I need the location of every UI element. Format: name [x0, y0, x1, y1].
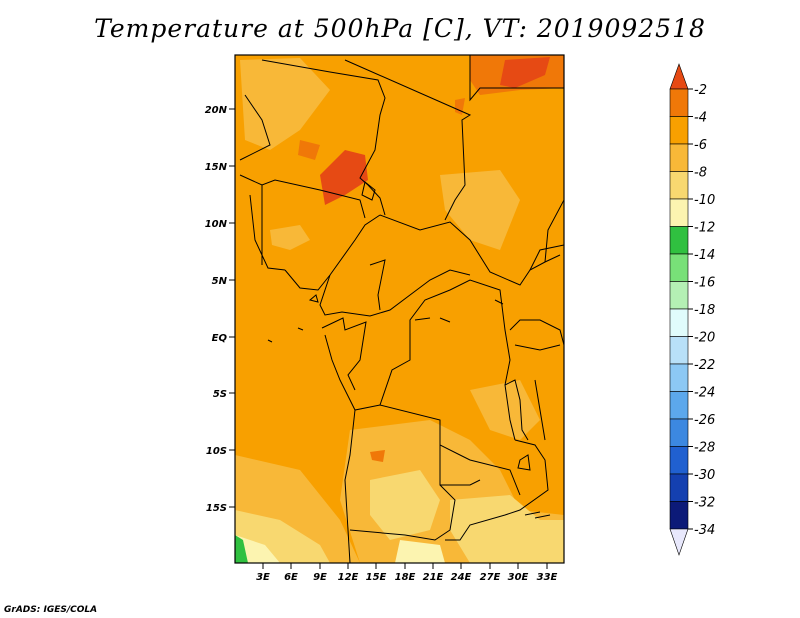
field-band: [395, 540, 445, 563]
field-band: [270, 225, 310, 250]
colorbar-label: -20: [694, 331, 715, 346]
colorbar-segment: [669, 363, 689, 392]
plot-frame: [234, 54, 565, 564]
colorbar-label: -12: [694, 221, 715, 236]
field-band: [500, 57, 550, 88]
lat-label: 20N: [205, 105, 228, 116]
border: [267, 294, 319, 343]
colorbar-label: -4: [694, 111, 707, 126]
field-band: [320, 150, 368, 205]
colorbar-label: -26: [694, 413, 715, 428]
colorbar-segment: [669, 281, 689, 310]
colorbar-segment: [669, 253, 689, 282]
lon-label: 27E: [480, 572, 501, 583]
colorbar-segment: [669, 473, 689, 502]
chart-title: Temperature at 500hPa [C], VT: 201909251…: [94, 14, 706, 43]
colorbar: [669, 63, 689, 556]
border: [349, 445, 481, 541]
field-band: [450, 495, 564, 563]
lat-label: 5N: [212, 276, 228, 287]
lat-label: EQ: [212, 333, 228, 344]
colorbar-segment: [669, 116, 689, 145]
colorbar-label: -18: [694, 303, 715, 318]
lat-label: 15S: [206, 503, 227, 514]
border: [504, 379, 546, 441]
lon-label: 3E: [256, 572, 270, 583]
colorbar-segment: [669, 143, 689, 172]
colorbar-label: -32: [694, 496, 715, 511]
temperature-field: [235, 55, 564, 563]
colorbar-labels: -2 -4 -6 -8 -10 -12 -14 -16 -18 -20 -22 …: [688, 83, 715, 538]
colorbar-segment: [669, 501, 689, 530]
colorbar-segment: [669, 171, 689, 200]
border: [249, 185, 286, 271]
colorbar-label: -6: [694, 138, 707, 153]
border: [344, 59, 472, 221]
border: [369, 259, 386, 311]
lon-label: 12E: [338, 572, 359, 583]
colorbar-segment: [669, 418, 689, 447]
colorbar-label: -30: [694, 468, 715, 483]
colorbar-segment: [669, 198, 689, 227]
field-band: [370, 470, 440, 540]
colorbar-segment: [669, 88, 689, 117]
colorbar-label: -24: [694, 386, 715, 401]
field-band: [235, 535, 248, 563]
border: [261, 59, 386, 216]
border: [239, 94, 271, 161]
lon-label: 21E: [423, 572, 444, 583]
colorbar-segment: [669, 391, 689, 420]
border: [509, 319, 564, 351]
field-band: [440, 170, 520, 250]
colorbar-label: -28: [694, 441, 715, 456]
colorbar-bottom-triangle: [669, 528, 689, 556]
lon-label: 30E: [508, 572, 529, 583]
field-band: [298, 140, 320, 160]
country-borders: [239, 55, 564, 563]
colorbar-segment: [669, 308, 689, 337]
colorbar-label: -34: [694, 523, 715, 538]
field-band: [455, 98, 465, 115]
lon-axis: 3E 6E 9E 12E 15E 18E 21E 24E 27E 30E 33E: [256, 563, 558, 583]
border: [344, 409, 356, 563]
colorbar-label: -14: [694, 248, 715, 263]
colorbar-segment: [669, 336, 689, 365]
border: [321, 317, 367, 391]
border: [445, 439, 549, 541]
lat-label: 10S: [206, 446, 227, 457]
lat-label: 5S: [213, 389, 227, 400]
lat-axis: 20N 15N 10N 5N EQ 5S 10S 15S: [205, 105, 235, 514]
border: [324, 334, 521, 496]
border: [517, 454, 551, 519]
lon-label: 15E: [366, 572, 387, 583]
colorbar-segment: [669, 226, 689, 255]
border: [379, 214, 561, 286]
lon-label: 33E: [537, 572, 558, 583]
border: [529, 199, 564, 271]
colorbar-label: -10: [694, 193, 715, 208]
lat-label: 15N: [205, 162, 228, 173]
grads-credit: GrADS: IGES/COLA: [4, 605, 98, 615]
lon-label: 9E: [313, 572, 327, 583]
field-band: [370, 450, 385, 462]
field-band: [470, 380, 540, 440]
border: [361, 181, 376, 201]
colorbar-label: -2: [694, 83, 707, 98]
colorbar-label: -22: [694, 358, 715, 373]
lon-label: 6E: [284, 572, 298, 583]
colorbar-top-triangle: [669, 63, 689, 90]
lon-label: 18E: [395, 572, 416, 583]
lon-label: 24E: [451, 572, 472, 583]
colorbar-segment: [669, 446, 689, 475]
border: [319, 269, 471, 317]
field-band: [240, 58, 330, 150]
lat-label: 10N: [205, 219, 228, 230]
border: [469, 55, 564, 102]
colorbar-label: -16: [694, 276, 715, 291]
colorbar-label: -8: [694, 166, 707, 181]
border: [414, 299, 504, 323]
